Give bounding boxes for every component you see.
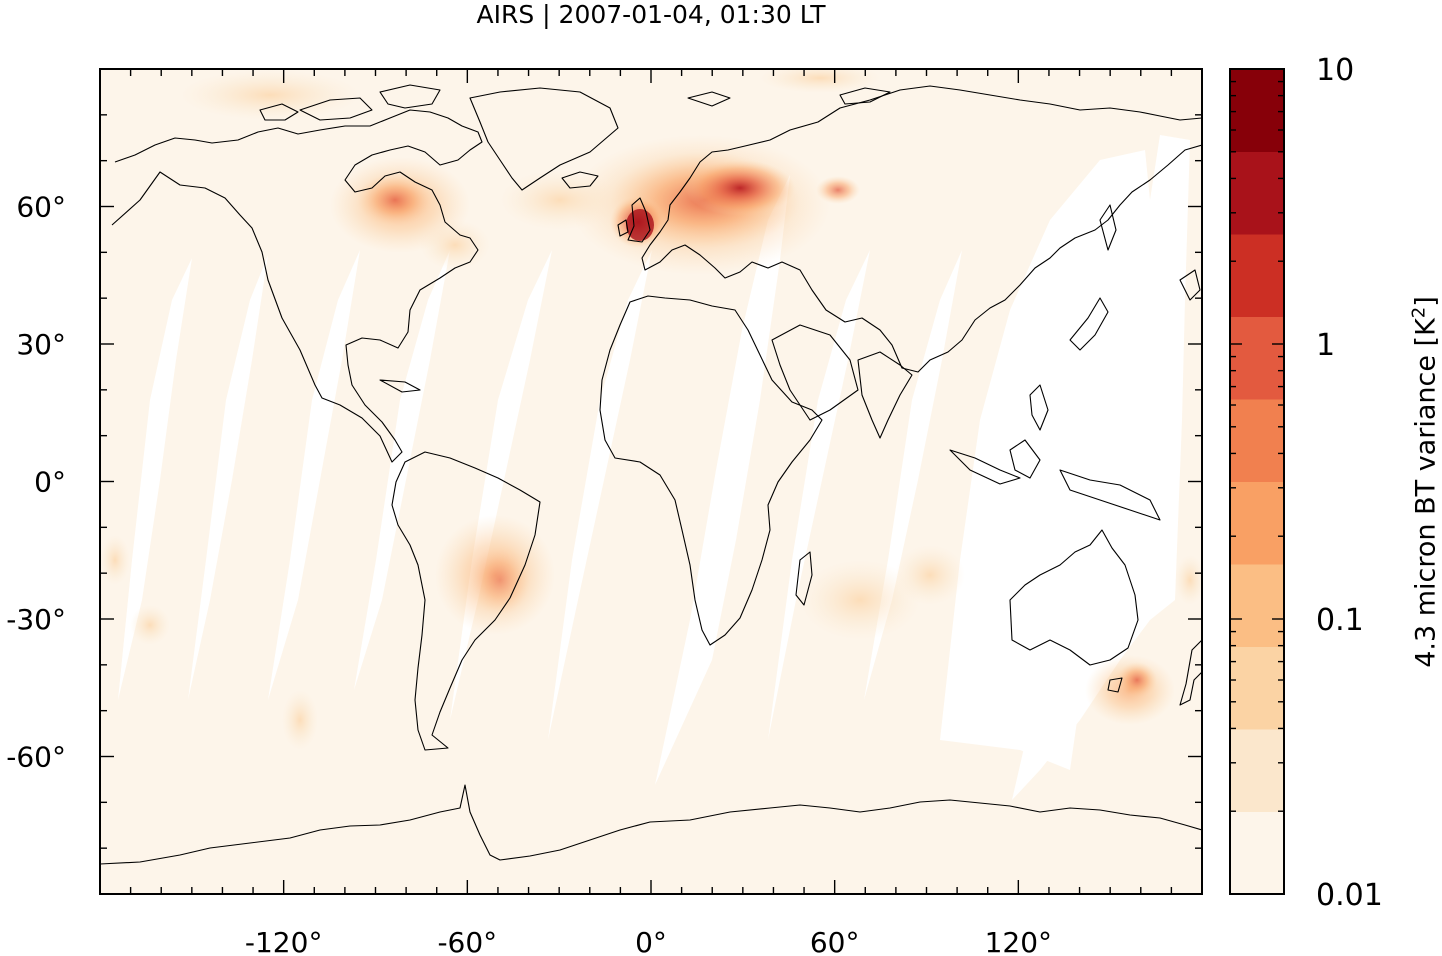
coastline-antarctica [100,784,1202,865]
colorbar-band [1230,729,1284,812]
colorbar-band [1230,646,1284,730]
plot-title: AIRS | 2007-01-04, 01:30 LT [476,0,826,29]
coastline-north-america [111,109,483,463]
colorbar-band [1230,234,1284,317]
colorbar-tick-label: 0.01 [1316,878,1383,913]
colorbar-tick-label: 0.1 [1316,603,1364,638]
x-tick-label: -60° [437,926,497,956]
x-tick-label: 120° [985,926,1052,956]
colorbar-band [1230,69,1284,152]
colorbar-band [1230,481,1284,565]
y-tick-labels: 60° 30° 0° -30° -60° [6,191,66,774]
y-tick-label: 60° [16,191,66,224]
y-tick-label: -60° [6,741,66,774]
colorbar [1230,69,1284,895]
variance-hotspots [100,69,1202,750]
map-ticks [100,69,1202,894]
colorbar-tick-label: 1 [1316,328,1335,363]
coastline-australia [1009,529,1139,666]
colorbar-band [1230,399,1284,482]
colorbar-band [1230,151,1284,235]
y-tick-label: 0° [34,466,66,499]
x-tick-label: 60° [810,926,860,956]
coastline-greenland [469,87,619,191]
coastline-south-america [391,451,541,751]
colorbar-frame [1229,68,1285,895]
colorbar-band [1230,564,1284,647]
colorbar-tick-labels: 10 1 0.1 0.01 [1316,53,1383,913]
x-tick-label: 0° [635,926,667,956]
colorbar-band [1230,316,1284,400]
x-tick-labels: -120° -60° 0° 60° 120° [245,926,1052,956]
x-tick-label: -120° [245,926,323,956]
colorbar-ticks [1230,80,1284,895]
orbit-gaps [118,135,1190,800]
colorbar-label-wrap: 4.3 micron BT variance [K2] [1390,272,1442,692]
coastlines [100,84,1202,865]
y-tick-label: 30° [16,328,66,361]
coastline-africa [599,295,823,646]
colorbar-tick-label: 10 [1316,53,1354,88]
colorbar-label: 4.3 micron BT variance [K2] [1408,296,1442,668]
coastline-uk [627,197,651,243]
coastline-eurasia [641,85,1202,373]
y-tick-label: -30° [6,603,66,636]
colorbar-band [1230,811,1284,895]
